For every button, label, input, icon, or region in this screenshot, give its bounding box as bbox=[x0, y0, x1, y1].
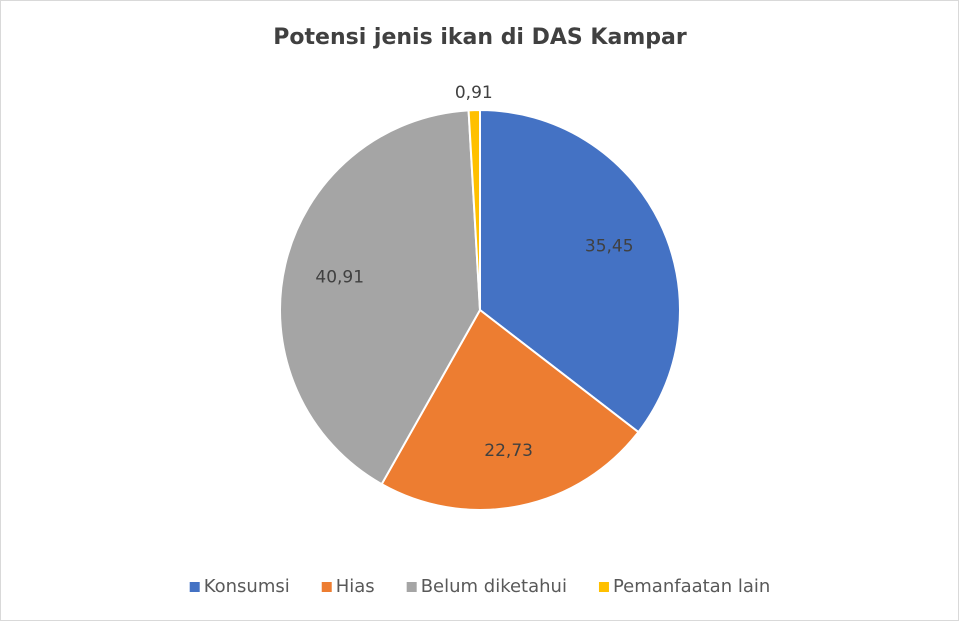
legend-label: Konsumsi bbox=[204, 576, 290, 597]
pie-slice bbox=[479, 108, 681, 434]
legend-swatch bbox=[189, 582, 200, 592]
legend-label: Pemanfaatan lain bbox=[613, 576, 770, 597]
legend-swatch bbox=[598, 582, 609, 592]
pie-slice bbox=[467, 108, 481, 311]
legend-swatch bbox=[406, 582, 417, 592]
legend-label: Belum diketahui bbox=[421, 576, 567, 597]
legend-label: Hias bbox=[336, 576, 375, 597]
data-label: 0,91 bbox=[455, 83, 493, 103]
chart-title: Potensi jenis ikan di DAS Kampar bbox=[273, 25, 687, 50]
data-label: 22,73 bbox=[484, 441, 533, 461]
data-label: 35,45 bbox=[585, 236, 634, 256]
pie-slice bbox=[380, 308, 640, 511]
data-label: 40,91 bbox=[315, 267, 364, 287]
legend-swatch bbox=[321, 582, 332, 592]
pie-slice bbox=[279, 109, 482, 486]
